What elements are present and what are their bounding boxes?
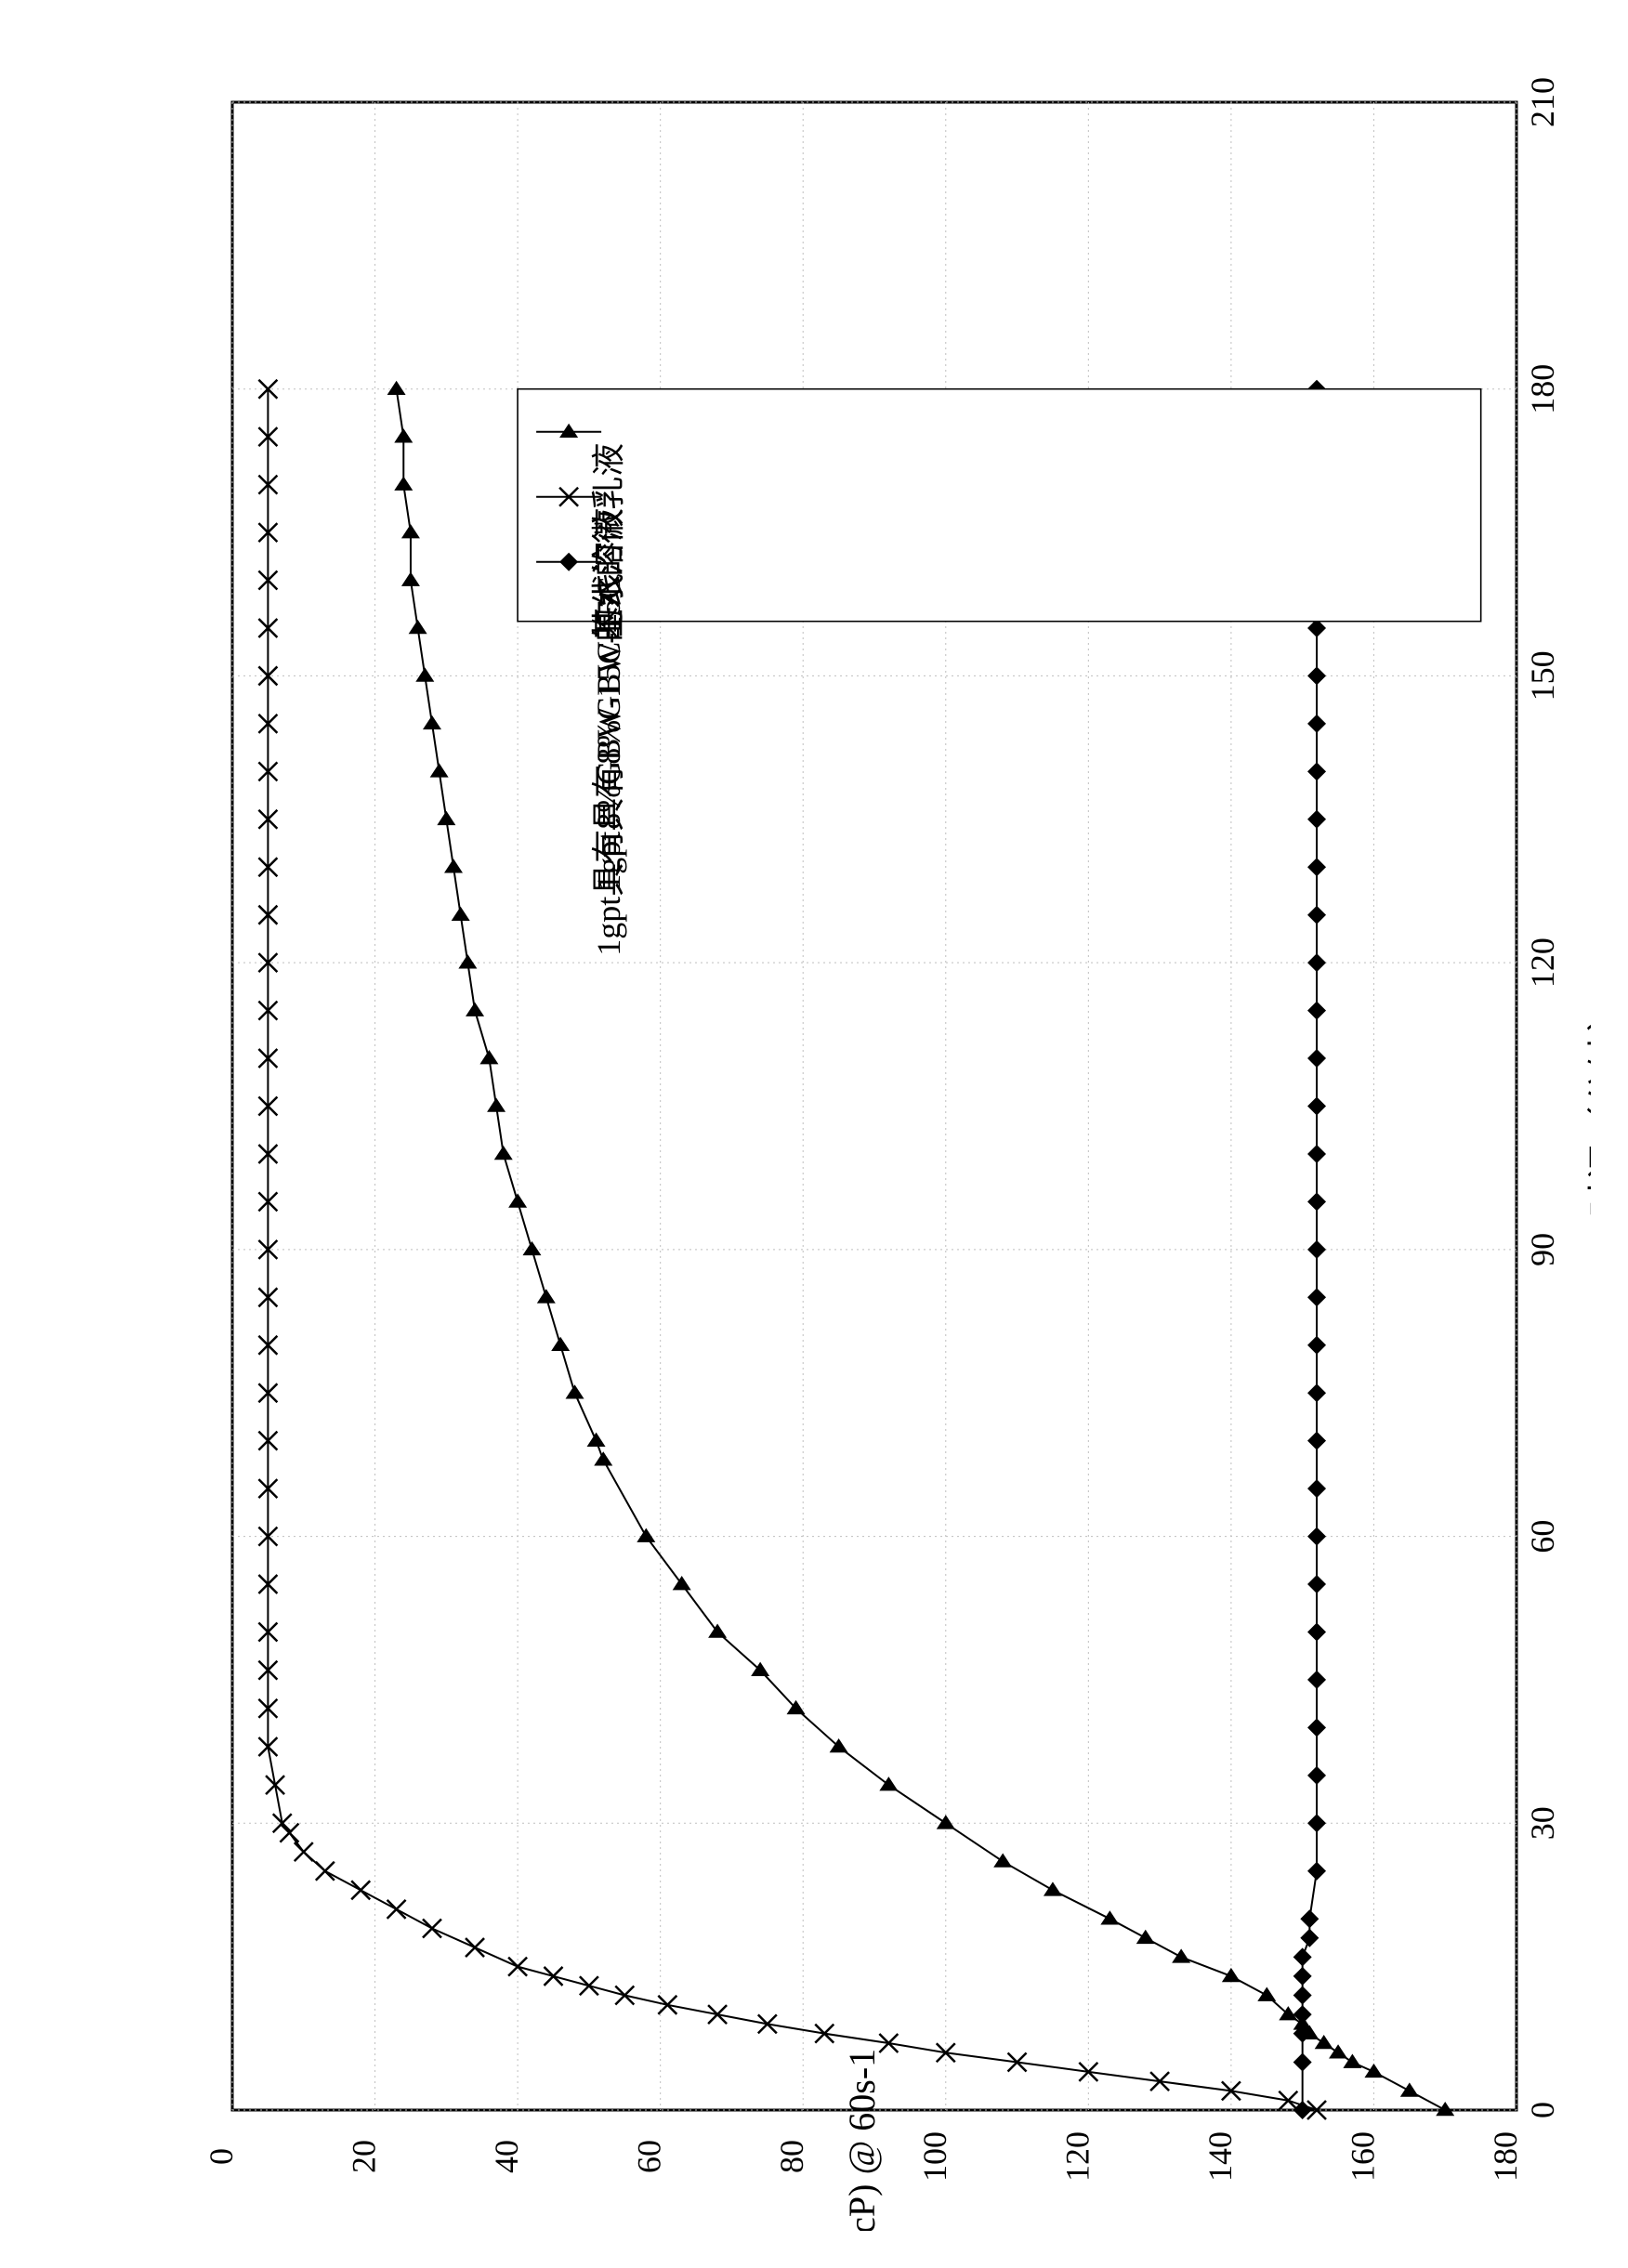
y-tick-label: 60: [631, 2140, 668, 2173]
y-tick-label: 100: [916, 2131, 953, 2182]
y-tick-label: 120: [1058, 2131, 1096, 2182]
x-tick-label: 210: [1524, 77, 1561, 127]
x-tick-label: 90: [1524, 1233, 1561, 1266]
y-tick-label: 0: [203, 2148, 240, 2165]
y-tick-label: 80: [773, 2140, 810, 2173]
x-tick-label: 150: [1524, 650, 1561, 701]
chart-container: 0 30 60 90 120 150 180 210 0 20 40 60 80 100 120 140 160…: [37, 37, 1591, 2231]
y-tick-label: 160: [1344, 2131, 1381, 2182]
legend-item-label: 基线: [590, 573, 627, 640]
y-tick-label: 180: [1487, 2131, 1524, 2182]
x-tick-label: 30: [1524, 1806, 1561, 1840]
x-tick-label: 180: [1524, 364, 1561, 414]
chart-svg: 0 30 60 90 120 150 180 210 0 20 40 60 80 100 120 140 160…: [37, 37, 1591, 2231]
x-tick-label: 60: [1524, 1520, 1561, 1554]
x-tick-label: 120: [1524, 937, 1561, 988]
x-tick-label: 0: [1524, 2102, 1561, 2118]
x-axis-label: 时间（分钟）: [1585, 995, 1591, 1218]
y-tick-label: 20: [346, 2140, 383, 2173]
y-tick-label: 140: [1201, 2131, 1239, 2182]
y-axis-label: 表观粘度 (cP) @ 60s-1: [841, 2049, 883, 2231]
y-tick-label: 40: [488, 2140, 525, 2173]
